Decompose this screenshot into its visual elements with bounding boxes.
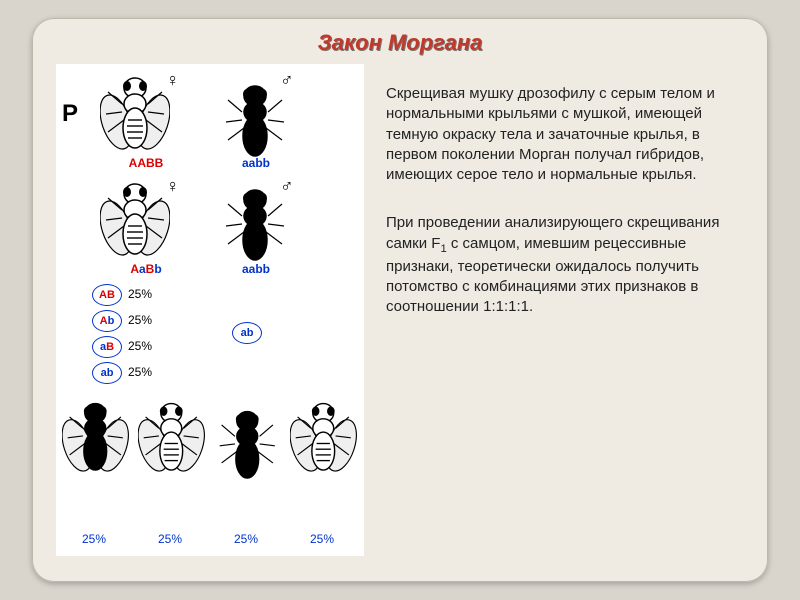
genotype-label: aabb <box>216 156 296 170</box>
offspring-percentage: 25% <box>292 532 352 546</box>
gamete-circle: ab <box>232 322 262 344</box>
offspring-percentage: 25% <box>216 532 276 546</box>
gamete-circle: aB <box>92 336 122 358</box>
fly-icon <box>100 70 170 154</box>
fly-icon <box>62 396 129 476</box>
fly-icon <box>290 396 357 476</box>
genotype-label: AABB <box>106 156 186 170</box>
content-row: P ♀ AABB ♂ aabb <box>32 56 768 572</box>
genetics-diagram: P ♀ AABB ♂ aabb <box>56 64 364 556</box>
gamete-circle: AB <box>92 284 122 306</box>
gamete-percentage: 25% <box>128 287 152 301</box>
gamete-circle: ab <box>92 362 122 384</box>
p-generation-label: P <box>62 100 78 128</box>
sex-symbol: ♂ <box>280 176 294 197</box>
slide-title: Закон Моргана <box>32 30 768 56</box>
paragraph-2: При проведении анализирующего скрещивани… <box>386 213 744 317</box>
genotype-label: AaBb <box>106 262 186 276</box>
gamete-circle: Ab <box>92 310 122 332</box>
gamete-percentage: 25% <box>128 339 152 353</box>
paragraph-1: Скрещивая мушку дрозофилу с серым телом … <box>386 84 744 185</box>
slide-frame: Закон Моргана P ♀ AABB ♂ aabb <box>32 18 768 582</box>
fly-icon <box>100 176 170 260</box>
sex-symbol: ♀ <box>166 70 180 91</box>
offspring-percentage: 25% <box>64 532 124 546</box>
gamete-percentage: 25% <box>128 313 152 327</box>
text-column: Скрещивая мушку дрозофилу с серым телом … <box>386 64 744 556</box>
offspring-percentage: 25% <box>140 532 200 546</box>
sex-symbol: ♂ <box>280 70 294 91</box>
fly-icon <box>138 396 205 476</box>
genotype-label: aabb <box>216 262 296 276</box>
fly-icon <box>214 404 281 484</box>
gamete-percentage: 25% <box>128 365 152 379</box>
sex-symbol: ♀ <box>166 176 180 197</box>
